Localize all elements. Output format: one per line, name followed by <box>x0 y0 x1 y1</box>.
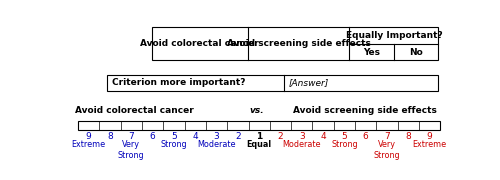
Text: 4: 4 <box>192 132 198 141</box>
Text: 8: 8 <box>406 132 411 141</box>
Text: 7: 7 <box>384 132 390 141</box>
Text: Avoid screening side effects: Avoid screening side effects <box>293 107 436 116</box>
Text: vs.: vs. <box>249 107 264 116</box>
Text: Moderate: Moderate <box>282 140 321 149</box>
Text: No: No <box>410 48 423 57</box>
Text: 6: 6 <box>150 132 156 141</box>
Text: 5: 5 <box>171 132 177 141</box>
Text: 9: 9 <box>86 132 92 141</box>
Text: 2: 2 <box>235 132 240 141</box>
Text: Very
Strong: Very Strong <box>118 140 144 159</box>
Text: 2: 2 <box>278 132 283 141</box>
Text: Strong: Strong <box>331 140 357 149</box>
Text: 9: 9 <box>427 132 432 141</box>
Text: [Answer]: [Answer] <box>289 78 329 87</box>
Text: Avoid colorectal cancer: Avoid colorectal cancer <box>75 107 194 116</box>
Text: 7: 7 <box>128 132 134 141</box>
Text: 3: 3 <box>299 132 304 141</box>
Text: Extreme: Extreme <box>72 140 106 149</box>
Text: 6: 6 <box>363 132 368 141</box>
Bar <box>78 121 440 130</box>
Text: Strong: Strong <box>160 140 187 149</box>
Text: Avoid screening side effects: Avoid screening side effects <box>226 39 370 48</box>
Text: Moderate: Moderate <box>198 140 236 149</box>
Bar <box>152 27 439 60</box>
Text: Extreme: Extreme <box>412 140 446 149</box>
Text: Criterion more important?: Criterion more important? <box>112 78 245 87</box>
Bar <box>107 75 438 91</box>
Text: 3: 3 <box>214 132 220 141</box>
Text: Equally Important?: Equally Important? <box>346 31 442 40</box>
Text: 5: 5 <box>342 132 347 141</box>
Text: Equal: Equal <box>246 140 272 149</box>
Text: Avoid colorectal cancer: Avoid colorectal cancer <box>140 39 259 48</box>
Text: 1: 1 <box>256 132 262 141</box>
Text: Yes: Yes <box>363 48 380 57</box>
Text: 4: 4 <box>320 132 326 141</box>
Text: 8: 8 <box>107 132 113 141</box>
Text: Very
Strong: Very Strong <box>374 140 400 159</box>
